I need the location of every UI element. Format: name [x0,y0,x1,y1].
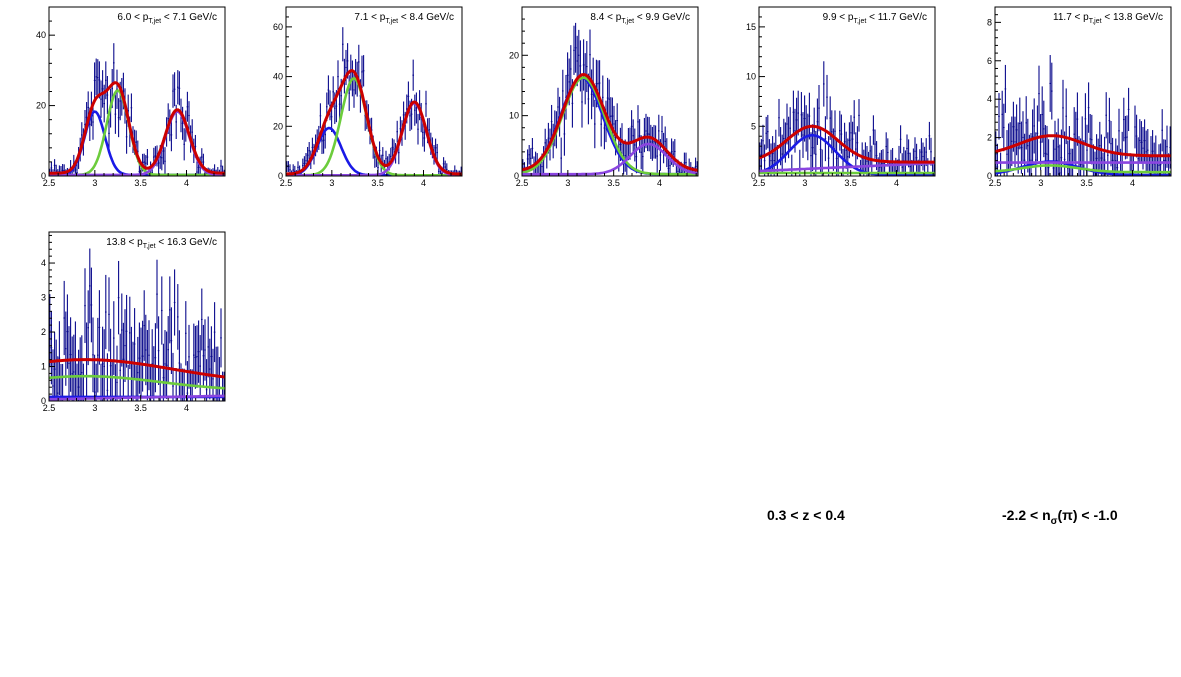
plot-frame [48,231,226,402]
y-tick-label: 2 [41,327,46,337]
x-tick-label: 3.5 [371,178,384,188]
y-tick-label: 4 [41,258,46,268]
panel-6: 2.5 3 3.5 4 0 1 2 3 4 13.8 < pT,jet < 16.3 GeV/c [41,231,226,413]
x-tick-label: 3 [92,178,97,188]
violet-fit-curve [522,142,698,176]
y-tick-label: 10 [746,72,756,82]
x-tick-label: 4 [184,178,189,188]
panel-3: 2.5 3 3.5 4 0 10 20 8.4 < pT,jet < 9.9 GeV/c [509,6,699,188]
total-fit-curve [49,81,225,175]
x-tick-label: 4 [894,178,899,188]
y-tick-label: 60 [273,22,283,32]
z-range-label: 0.3 < z < 0.4 [767,507,845,523]
y-tick-label: 0 [41,396,46,406]
y-tick-label: 2 [987,133,992,143]
data-points [759,61,935,176]
y-tick-label: 0 [278,171,283,181]
x-tick-label: 3 [92,403,97,413]
data-points [995,55,1171,176]
x-tick-label: 3.5 [1080,178,1093,188]
x-tick-label: 4 [184,403,189,413]
y-tick-label: 1 [41,362,46,372]
x-tick-label: 4 [1130,178,1135,188]
panel-title: 7.1 < pT,jet < 8.4 GeV/c [354,12,454,25]
violet-fit-curve [49,394,225,401]
total-fit-curve [49,358,225,379]
y-tick-label: 0 [987,171,992,181]
total-fit-curve [995,134,1171,158]
x-tick-label: 3.5 [134,403,147,413]
x-tick-label: 3 [565,178,570,188]
x-tick-label: 2.5 [43,403,56,413]
y-tick-label: 0 [41,171,46,181]
nsigma-subscript: σ [1050,515,1058,527]
x-tick-label: 3 [1038,178,1043,188]
x-tick-label: 3 [802,178,807,188]
x-tick-label: 2.5 [753,178,766,188]
green-fit-curve [49,374,225,390]
panel-5: 2.5 3 3.5 4 0 2 4 6 8 11.7 < pT,jet < 13.8 GeV/c [987,6,1172,188]
nsigma-prefix: -2.2 < n [1002,507,1051,523]
y-tick-label: 4 [987,94,992,104]
x-tick-label: 2.5 [516,178,529,188]
data-points [49,248,225,401]
panel-title: 6.0 < pT,jet < 7.1 GeV/c [117,12,217,25]
y-tick-label: 40 [36,30,46,40]
nsigma-suffix: (π) < -1.0 [1057,507,1118,523]
x-tick-label: 3.5 [134,178,147,188]
panel-4: 2.5 3 3.5 4 0 5 10 15 9.9 < pT,jet < 11.7 GeV/c [746,6,936,188]
total-fit-curve [286,69,462,176]
y-tick-label: 15 [746,22,756,32]
x-tick-label: 2.5 [43,178,56,188]
panel-title: 11.7 < pT,jet < 13.8 GeV/c [1053,12,1163,25]
green-fit-curve [995,164,1171,174]
violet-fit-curve [759,161,935,173]
data-points [522,22,698,176]
y-tick-label: 0 [514,171,519,181]
panel-title: 13.8 < pT,jet < 16.3 GeV/c [106,237,217,250]
total-fit-curve [759,124,935,164]
plot-frame [285,6,463,177]
x-tick-label: 2.5 [280,178,293,188]
x-tick-label: 2.5 [989,178,1002,188]
y-tick-label: 40 [273,72,283,82]
panel-title: 9.9 < pT,jet < 11.7 GeV/c [823,12,927,25]
y-tick-label: 10 [509,111,519,121]
panel-title: 8.4 < pT,jet < 9.9 GeV/c [590,12,690,25]
y-tick-label: 8 [987,17,992,27]
x-tick-label: 3 [329,178,334,188]
y-tick-label: 0 [751,171,756,181]
x-tick-label: 3.5 [607,178,620,188]
y-tick-label: 6 [987,56,992,66]
y-tick-label: 3 [41,293,46,303]
x-tick-label: 4 [421,178,426,188]
nsigma-range-label: -2.2 < nσ(π) < -1.0 [1002,507,1118,527]
y-tick-label: 20 [36,101,46,111]
total-fit-curve [522,72,698,172]
y-tick-label: 5 [751,121,756,131]
x-tick-label: 4 [657,178,662,188]
x-tick-label: 3.5 [844,178,857,188]
y-tick-label: 20 [273,121,283,131]
plot-frame [758,6,936,177]
y-tick-label: 20 [509,50,519,60]
